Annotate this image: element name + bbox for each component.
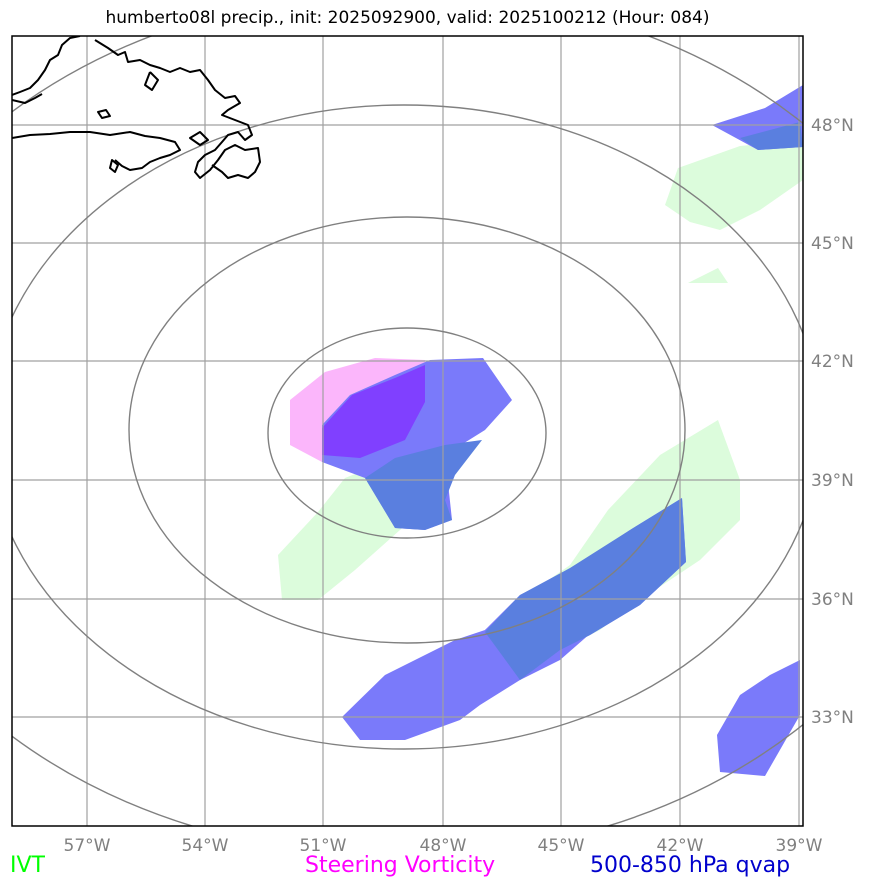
lon-label-48w: 48°W (420, 836, 467, 856)
lon-label-45w: 45°W (538, 836, 585, 856)
range-ring-2 (128, 216, 686, 644)
lat-label-36n: 36°N (811, 590, 854, 610)
qvap-ivt-overlap-northeast (740, 122, 803, 150)
lat-label-45n: 45°N (811, 234, 854, 254)
lat-label-39n: 39°N (811, 471, 854, 491)
range-ring-1 (267, 327, 547, 539)
ivt-area-small (688, 268, 728, 283)
legend-ivt: IVT (10, 853, 45, 878)
qvap-vorticity-overlap (322, 365, 425, 458)
legend-steering-vorticity: Steering Vorticity (305, 853, 496, 878)
longitude-tick-labels: 57°W 54°W 51°W 48°W 45°W 42°W 39°W (64, 836, 823, 856)
latitude-tick-labels: 48°N 45°N 42°N 39°N 36°N 33°N (811, 116, 854, 728)
lat-label-42n: 42°N (811, 352, 854, 372)
lon-label-51w: 51°W (300, 836, 347, 856)
lat-label-48n: 48°N (811, 116, 854, 136)
lon-label-42w: 42°W (657, 836, 704, 856)
map-frame (11, 35, 804, 827)
qvap-shading (322, 85, 803, 776)
lon-label-57w: 57°W (64, 836, 111, 856)
qvap-ivt-overlap-band (485, 498, 686, 680)
lon-label-39w: 39°W (776, 836, 823, 856)
qvap-area-southeast-corner (717, 660, 800, 776)
legend-qvap: 500-850 hPa qvap (590, 853, 791, 878)
lon-label-54w: 54°W (182, 836, 229, 856)
map-title: humberto08l precip., init: 2025092900, v… (105, 8, 710, 28)
coastline (12, 36, 261, 179)
qvap-ivt-overlap (365, 440, 482, 530)
lat-label-33n: 33°N (811, 708, 854, 728)
ivt-area-northeast (665, 140, 803, 230)
gridlines (12, 36, 803, 826)
range-rings (12, 36, 803, 826)
range-ring-3 (12, 104, 803, 750)
